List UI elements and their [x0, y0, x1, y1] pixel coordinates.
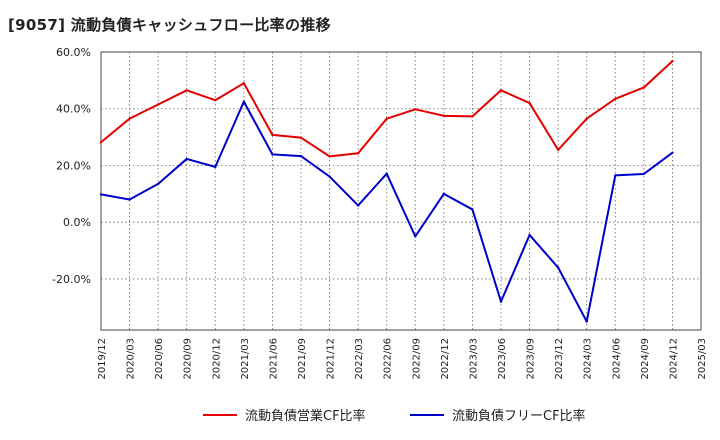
x-tick-label: 2023/12	[554, 338, 565, 380]
data-point	[99, 141, 103, 144]
x-tick-label: 2022/09	[411, 338, 422, 380]
x-tick-label: 2023/03	[468, 338, 479, 380]
x-tick-label: 2020/12	[211, 338, 222, 380]
data-point	[242, 100, 246, 103]
chart-title: [9057] 流動負債キャッシュフロー比率の推移	[8, 16, 331, 34]
y-tick-label: 40.0%	[56, 103, 91, 116]
x-tick-label: 2019/12	[97, 338, 108, 380]
data-point	[356, 152, 360, 155]
data-point	[414, 108, 417, 111]
data-point	[128, 198, 131, 201]
grid	[100, 51, 702, 330]
data-point	[156, 182, 160, 186]
data-point	[499, 300, 503, 303]
data-point	[556, 148, 560, 152]
x-tick-label: 2021/09	[297, 338, 308, 380]
data-point	[471, 115, 474, 118]
x-tick-label: 2024/12	[668, 338, 679, 380]
data-point	[642, 172, 646, 176]
data-point	[614, 174, 617, 177]
x-tick-label: 2022/03	[354, 338, 365, 380]
x-tick-label: 2020/06	[154, 338, 165, 380]
data-point	[385, 172, 388, 175]
data-point	[185, 157, 188, 161]
plot-frame	[100, 51, 702, 331]
data-point	[242, 82, 246, 85]
legend: 流動負債営業CF比率 流動負債フリーCF比率	[203, 408, 586, 424]
y-tick-label: 60.0%	[56, 46, 91, 59]
data-point	[499, 89, 503, 92]
data-point	[328, 175, 331, 178]
data-point	[471, 208, 474, 211]
x-tick-label: 2021/06	[268, 338, 279, 380]
data-point	[156, 103, 160, 106]
x-tick-label: 2021/03	[240, 338, 251, 380]
x-tick-label: 2020/09	[183, 338, 194, 380]
x-tick-label: 2024/03	[583, 338, 594, 380]
data-point	[299, 154, 303, 158]
y-tick-label: 0.0%	[63, 216, 91, 229]
data-point	[271, 133, 274, 137]
x-tick-label: 2025/03	[697, 338, 708, 380]
data-point	[385, 117, 388, 120]
legend-label: 流動負債営業CF比率	[245, 408, 366, 424]
x-tick-label: 2024/06	[611, 338, 622, 380]
y-tick-label: -20.0%	[52, 273, 91, 286]
data-point	[128, 117, 131, 120]
data-point	[614, 97, 617, 101]
data-point	[671, 151, 674, 154]
x-tick-label: 2022/12	[440, 338, 451, 380]
data-point	[642, 86, 646, 89]
data-point	[528, 101, 531, 105]
data-point	[528, 233, 531, 237]
axes: 60.0% 40.0% 20.0% 0.0% -20.0% 2019/12 2020/03 2…	[52, 46, 708, 380]
x-tick-label: 2021/12	[326, 338, 337, 380]
data-point	[356, 204, 360, 207]
data-point	[556, 266, 560, 269]
data-point	[214, 99, 217, 102]
series-lines	[99, 59, 674, 323]
data-point	[585, 320, 588, 323]
x-tick-label: 2024/09	[640, 338, 651, 380]
x-tick-label: 2020/03	[126, 338, 137, 380]
data-point	[671, 59, 674, 63]
data-point	[214, 165, 217, 169]
x-tick-label: 2022/06	[383, 338, 394, 380]
data-point	[299, 136, 303, 139]
y-tick-label: 20.0%	[56, 159, 91, 172]
data-point	[99, 193, 103, 196]
legend-label: 流動負債フリーCF比率	[452, 408, 586, 424]
x-tick-label: 2023/06	[497, 338, 508, 380]
data-point	[414, 235, 417, 238]
data-point	[442, 192, 446, 196]
data-point	[442, 114, 446, 118]
data-point	[271, 153, 274, 156]
data-point	[328, 155, 331, 158]
data-point	[585, 117, 588, 120]
data-point	[185, 89, 188, 92]
x-tick-label: 2023/09	[526, 338, 537, 380]
